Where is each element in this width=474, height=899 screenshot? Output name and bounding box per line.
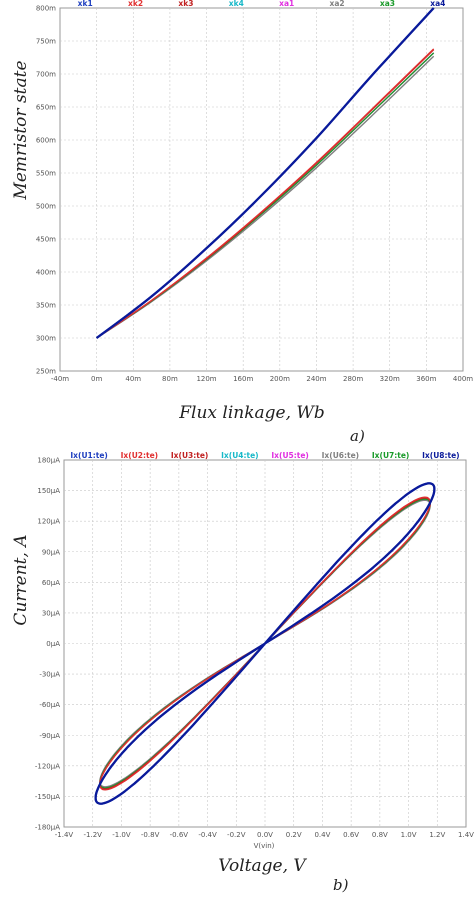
series-line-xk2 (96, 48, 435, 339)
b-y-tick-label: 120µA (37, 518, 60, 526)
legend-a: xk1 xk2 xk3 xk4 xa1 xa2 xa3 xa4 (78, 0, 446, 8)
b-x-tick-label: 0.6V (343, 831, 359, 839)
a-y-tick-label: 800m (36, 5, 56, 13)
b-x-tick-label: 1.0V (401, 831, 417, 839)
a-legend-entry: xk4 (229, 0, 244, 8)
a-x-tick-label: 120m (196, 375, 216, 383)
b-x-tick-label: -0.4V (198, 831, 217, 839)
b-y-tick-label: 0µA (46, 640, 60, 648)
a-legend-entry: xk3 (178, 0, 193, 8)
a-y-tick-label: 350m (36, 302, 56, 310)
a-legend-entry: xa3 (380, 0, 395, 8)
b-y-tick-label: 180µA (37, 457, 60, 465)
b-x-tick-label: 0.2V (286, 831, 302, 839)
a-y-tick-label: 250m (36, 368, 56, 376)
a-y-tick-label: 400m (36, 269, 56, 277)
a-x-tick-label: -40m (51, 375, 69, 383)
y-axis-label-a: Memristor state (11, 60, 31, 200)
series-loop-Ix(U8:te) (94, 482, 436, 805)
a-y-tick-label: 500m (36, 203, 56, 211)
b-x-tick-label: 0.8V (372, 831, 388, 839)
series-line-xa4 (95, 7, 435, 339)
b-y-tick-label: -180µA (35, 824, 60, 832)
a-legend-entry: xa1 (279, 0, 294, 8)
a-y-tick-label: 600m (36, 137, 56, 145)
y-tick-labels-b: 180µA 150µA 120µA 90µA 60µA 30µA 0µA -30µA -60µA… (35, 457, 60, 832)
a-x-tick-label: 80m (162, 375, 178, 383)
y-axis-label-b: Current, A (11, 534, 31, 625)
b-x-tick-label: -1.4V (55, 831, 74, 839)
x-axis-name-b: V(vin) (254, 842, 275, 850)
a-legend-entry: xa2 (330, 0, 345, 8)
a-legend-entry: xa4 (430, 0, 445, 8)
b-legend-entry: Ix(U4:te) (221, 451, 258, 460)
b-x-tick-label: -1.0V (112, 831, 131, 839)
plot-frame-a (59, 7, 464, 372)
a-x-tick-label: 240m (306, 375, 326, 383)
b-legend-entry: Ix(U2:te) (121, 451, 158, 460)
x-tick-labels-b: -1.4V -1.2V -1.0V -0.8V -0.6V -0.4V -0.2V 0.0V 0… (55, 831, 474, 839)
b-x-tick-label: 1.4V (458, 831, 474, 839)
b-x-tick-label: 0.4V (314, 831, 330, 839)
b-legend-entry: Ix(U5:te) (271, 451, 308, 460)
a-y-tick-label: 300m (36, 335, 56, 343)
a-y-tick-label: 450m (36, 236, 56, 244)
b-legend-entry: Ix(U6:te) (322, 451, 359, 460)
b-x-tick-label: -1.2V (83, 831, 102, 839)
x-axis-label-b: Voltage, V (218, 856, 307, 876)
a-x-tick-label: 360m (416, 375, 436, 383)
panel-label-a: a) (350, 427, 365, 445)
a-y-tick-label: 550m (36, 170, 56, 178)
a-x-tick-label: 400m (453, 375, 473, 383)
b-x-tick-label: -0.8V (141, 831, 160, 839)
b-legend-entry: Ix(U3:te) (171, 451, 208, 460)
legend-b: Ix(U1:te) Ix(U2:te) Ix(U3:te) Ix(U4:te) Ix(U… (70, 451, 459, 460)
a-x-tick-label: 160m (233, 375, 253, 383)
b-x-tick-label: -0.2V (227, 831, 246, 839)
series-lines-a (95, 7, 435, 339)
b-legend-entry: Ix(U7:te) (372, 451, 409, 460)
b-x-tick-label: 0.0V (257, 831, 273, 839)
grid-b (64, 460, 466, 827)
chart-panel-b: -1.4V -1.2V -1.0V -0.8V -0.6V -0.4V -0.2V 0.0V 0… (11, 451, 474, 894)
a-x-tick-label: 320m (380, 375, 400, 383)
a-x-tick-label: 40m (125, 375, 141, 383)
grid-a (60, 8, 463, 371)
x-axis-label-a: Flux linkage, Wb (178, 403, 325, 423)
y-tick-labels-a: 250m 300m 350m 400m 450m 500m 550m 600m 650m 700m… (36, 5, 56, 376)
b-y-tick-label: 60µA (42, 579, 60, 587)
b-x-tick-label: 1.2V (429, 831, 445, 839)
a-x-tick-label: 0m (91, 375, 102, 383)
b-legend-entry: Ix(U8:te) (422, 451, 459, 460)
b-y-tick-label: -60µA (39, 701, 60, 709)
b-legend-entry: Ix(U1:te) (70, 451, 107, 460)
b-x-tick-label: -0.6V (170, 831, 189, 839)
b-y-tick-label: 30µA (42, 609, 60, 617)
a-y-tick-label: 650m (36, 104, 56, 112)
b-y-tick-label: 90µA (42, 548, 60, 556)
a-legend-entry: xk2 (128, 0, 143, 8)
series-lines-b (94, 482, 436, 805)
b-y-tick-label: -120µA (35, 762, 60, 770)
panel-label-b: b) (333, 876, 349, 894)
a-legend-entry: xk1 (78, 0, 93, 8)
chart-panel-a: -40m 0m 40m 80m 120m 160m 200m 240m 280m 320m 360m… (11, 0, 473, 445)
x-tick-labels-a: -40m 0m 40m 80m 120m 160m 200m 240m 280m 320m 360m… (51, 375, 473, 383)
a-x-tick-label: 280m (343, 375, 363, 383)
a-y-tick-label: 700m (36, 71, 56, 79)
b-y-tick-label: -30µA (39, 671, 60, 679)
a-x-tick-label: 200m (270, 375, 290, 383)
b-y-tick-label: -150µA (35, 793, 60, 801)
b-y-tick-label: -90µA (39, 732, 60, 740)
a-y-tick-label: 750m (36, 38, 56, 46)
b-y-tick-label: 150µA (37, 487, 60, 495)
